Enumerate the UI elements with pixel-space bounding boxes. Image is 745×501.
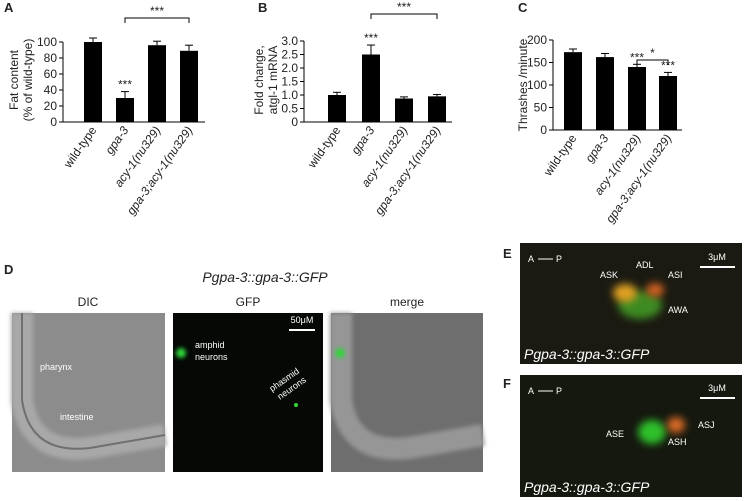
bar [628,67,646,130]
x-tick-label: wild-type [540,131,579,179]
scale-label: 50μM [291,315,314,325]
annotation: intestine [60,412,94,422]
y-tick-label: 2.5 [281,48,298,62]
axis-label: A [528,386,534,396]
bar [84,42,102,122]
panel-title: Pgpa-3::gpa-3::GFP [202,269,328,285]
y-tick-label: 0 [291,115,298,129]
panel-label: F [503,376,511,391]
scale-label: 3μM [708,252,726,262]
confocal-image [520,375,742,497]
y-axis-label: (% of wild-type) [21,39,35,122]
significance: *** [118,78,132,92]
axis-label: P [556,254,562,264]
x-tick-label: gpa-3 [102,123,131,156]
y-axis-label: atgl-1 mRNA [266,46,280,115]
worm [330,313,485,460]
y-axis-label: Thrashes /minute [516,38,530,131]
bar [148,45,166,123]
y-tick-label: 20 [44,99,58,113]
y-tick-label: 50 [534,101,548,115]
annotation: neurons [195,352,228,362]
bar [362,54,380,122]
bar [659,76,677,130]
y-tick-label: 0 [540,123,547,137]
column-label: GFP [236,295,261,309]
bar [180,50,198,122]
y-tick-label: 200 [527,33,547,47]
neuron-label: ADL [636,260,654,270]
x-tick-label: wild-type [60,123,99,171]
y-tick-label: 1.5 [281,75,298,89]
significance-bracket [370,13,438,19]
y-tick-label: 40 [44,83,58,97]
panel-label: E [503,246,512,261]
annotation: amphid [195,340,225,350]
y-tick-label: 100 [37,35,57,49]
x-tick-label: gpa-3 [582,131,611,164]
bar [395,98,413,122]
signal [646,283,664,297]
y-tick-label: 80 [44,51,58,65]
significance: *** [630,50,644,64]
significance-bracket [124,17,190,23]
neuron-label: ASJ [698,420,715,430]
bar [328,95,346,122]
y-axis-label: Fat content [7,49,21,110]
neuron-label: ASI [668,270,683,280]
neuron-label: AWA [668,305,688,315]
column-label: DIC [78,295,99,309]
y-tick-label: 1.0 [281,88,298,102]
neuron-label: ASE [606,429,624,439]
bar [428,96,446,122]
worm-edge [21,313,166,450]
significance: *** [397,0,411,14]
neuron-label: ASH [668,437,687,447]
significance: * [650,46,655,60]
y-tick-label: 0 [50,115,57,129]
bar [116,98,134,122]
bar [596,57,614,130]
y-tick-label: 2.0 [281,61,298,75]
panel-label: B [258,0,267,15]
significance: *** [364,31,378,45]
signal [638,420,666,444]
x-tick-label: wild-type [304,123,343,171]
significance-bracket [636,59,669,65]
y-tick-label: 0.5 [281,102,298,116]
y-tick-label: 150 [527,56,547,70]
signal [667,417,685,433]
column-label: merge [390,295,424,309]
gfp-signal [176,348,186,358]
x-tick-label: gpa-3 [348,123,377,156]
annotation: pharynx [40,362,73,372]
y-tick-label: 3.0 [281,34,298,48]
panel-label: C [518,0,528,15]
y-axis-label: Fold change, [252,45,266,114]
axis-label: P [556,386,562,396]
caption: Pgpa-3::gpa-3::GFP [524,346,650,362]
neuron-label: ASK [600,270,618,280]
gfp-signal [294,403,298,407]
axis-label: A [528,254,534,264]
signal [613,284,637,302]
gfp-image [173,313,323,472]
panel-label: A [4,0,14,15]
y-tick-label: 60 [44,67,58,81]
significance: *** [150,4,164,18]
gfp-signal [335,348,345,358]
panel-label: D [4,262,13,277]
caption: Pgpa-3::gpa-3::GFP [524,479,650,495]
bar [564,52,582,130]
y-tick-label: 100 [527,78,547,92]
significance: *** [661,58,675,72]
scale-label: 3μM [708,383,726,393]
